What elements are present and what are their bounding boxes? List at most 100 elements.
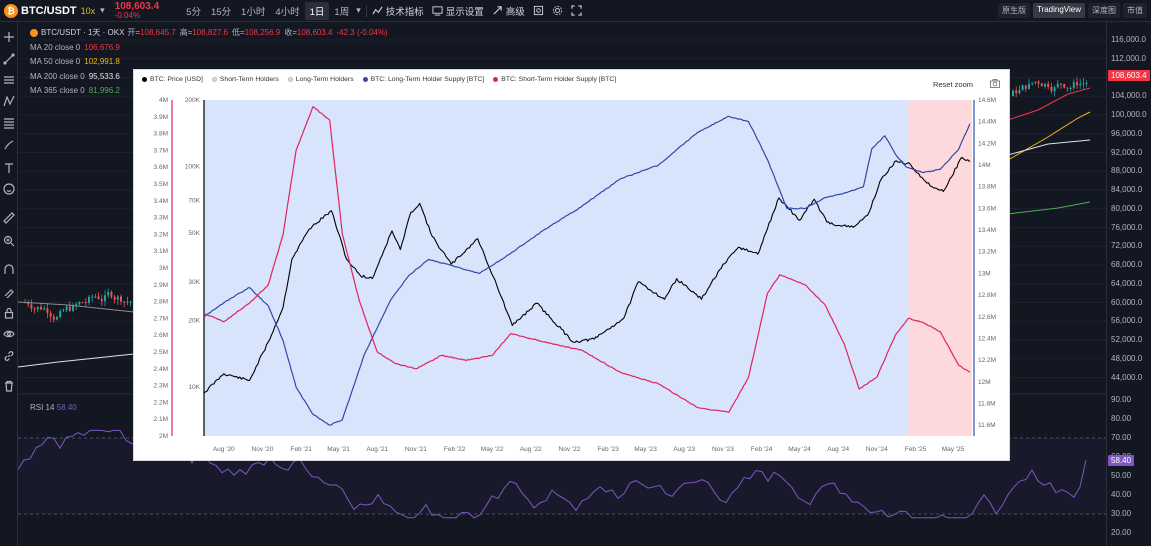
ohlc-values: 开=108,645.7 高=108,827.6 低=108,256.9 收=108,6… bbox=[127, 26, 391, 41]
reset-zoom-button[interactable]: Reset zoom bbox=[932, 80, 973, 89]
screenshot-button[interactable] bbox=[533, 5, 544, 16]
left-axis-tick: 2.4M bbox=[154, 366, 168, 373]
eye-icon[interactable] bbox=[2, 327, 16, 341]
interval-5[interactable]: 1周 bbox=[334, 6, 350, 18]
left-axis-tick: 3.2M bbox=[154, 231, 168, 238]
left-axis-tick: 3M bbox=[159, 265, 168, 272]
candle-body bbox=[123, 301, 126, 303]
right-axis-tick: 13.8M bbox=[978, 184, 996, 191]
overlay-legend: BTC: Price [USD] Short-Term Holders Long-T… bbox=[142, 76, 616, 83]
trendline-tool-icon[interactable] bbox=[2, 52, 16, 66]
brush-tool-icon[interactable] bbox=[2, 138, 16, 152]
display-settings-icon bbox=[432, 6, 443, 16]
candle-body bbox=[49, 312, 52, 317]
view-tab-2[interactable]: 深度图 bbox=[1088, 3, 1120, 18]
x-axis-tick: Aug '21 bbox=[366, 446, 388, 453]
lock-icon[interactable] bbox=[2, 306, 16, 320]
view-tab-1[interactable]: TradingView bbox=[1032, 3, 1085, 18]
right-axis-tick: 14M bbox=[978, 162, 991, 169]
candle-body bbox=[1018, 90, 1021, 94]
left-axis-tick: 2.9M bbox=[154, 282, 168, 289]
current-price-tag: 108,603.4 bbox=[1108, 70, 1150, 81]
leverage-badge: 10x bbox=[80, 5, 96, 16]
trash-icon[interactable] bbox=[2, 379, 16, 393]
legend-swatch-icon bbox=[287, 77, 293, 82]
ohlc-value: 108,827.6 bbox=[192, 28, 228, 37]
ma365-line bbox=[1007, 201, 1091, 215]
candle-body bbox=[1034, 81, 1037, 83]
price-axis-label: 64,000.0 bbox=[1111, 278, 1143, 288]
candle-body bbox=[1053, 87, 1056, 92]
right-axis-tick: 14.2M bbox=[978, 140, 996, 147]
price-axis-label: 44,000.0 bbox=[1111, 372, 1143, 382]
magnet-icon[interactable] bbox=[2, 263, 16, 277]
screenshot-icon bbox=[533, 5, 543, 16]
rsi-axis-label: 80.00 bbox=[1111, 414, 1132, 423]
text-tool-icon[interactable] bbox=[2, 161, 16, 175]
settings-button[interactable] bbox=[552, 5, 563, 16]
overlay-legend-item[interactable]: BTC: Price [USD] bbox=[142, 76, 203, 83]
advanced-button[interactable]: 高级 bbox=[492, 4, 525, 18]
interval-4[interactable]: 1日 bbox=[304, 1, 330, 20]
advanced-icon bbox=[493, 6, 502, 15]
pencil-lock-icon[interactable] bbox=[2, 285, 16, 299]
x-axis-tick: Feb '22 bbox=[444, 446, 466, 453]
link-icon[interactable] bbox=[2, 349, 16, 363]
interval-more-chevron-icon[interactable]: ▾ bbox=[356, 5, 361, 15]
right-axis-tick: 13M bbox=[978, 270, 991, 277]
ma-legend-row[interactable]: MA 50 close 0 102,991.8 bbox=[30, 55, 392, 70]
interval-3[interactable]: 4小时 bbox=[275, 6, 300, 18]
overlay-legend-item[interactable]: Short-Term Holders bbox=[211, 76, 279, 83]
glassnode-chart-overlay: glassnode 4M3.9M3.8M3.7M3.6M3.5M3.4M3.3M… bbox=[134, 70, 1009, 460]
ruler-tool-icon[interactable] bbox=[2, 211, 16, 225]
pitchfork-tool-icon[interactable] bbox=[2, 94, 16, 108]
view-tab-0[interactable]: 原生版 bbox=[997, 3, 1030, 18]
view-switcher: 原生版 TradingView 深度图 市值 bbox=[997, 3, 1147, 18]
legend-swatch-icon bbox=[211, 77, 217, 82]
ma-legend-row[interactable]: MA 365 close 0 81,996.2 bbox=[30, 84, 392, 99]
left-axis-tick: 3.8M bbox=[154, 131, 168, 138]
overlay-legend-item[interactable]: Long-Term Holders bbox=[287, 76, 354, 83]
gear-icon bbox=[552, 5, 562, 16]
series-line-2 bbox=[203, 106, 971, 414]
interval-1[interactable]: 15分 bbox=[210, 6, 232, 18]
x-axis-tick: Aug '22 bbox=[520, 446, 542, 453]
ma-legend-row[interactable]: MA 200 close 0 95,533.6 bbox=[30, 70, 392, 85]
left-axis-tick: 2M bbox=[159, 433, 168, 440]
candle-body bbox=[1024, 85, 1027, 89]
crosshair-tool-icon[interactable] bbox=[2, 30, 16, 44]
candle-body bbox=[40, 306, 42, 310]
camera-icon[interactable] bbox=[990, 79, 1000, 88]
price-axis-label: 96,000.0 bbox=[1111, 128, 1143, 138]
candle-body bbox=[1085, 83, 1088, 85]
horizontal-lines-tool-icon[interactable] bbox=[2, 73, 16, 87]
candle-body bbox=[1044, 83, 1046, 87]
indicators-button[interactable]: 技术指标 bbox=[372, 4, 424, 18]
candle-body bbox=[72, 305, 74, 311]
fib-tool-icon[interactable] bbox=[2, 116, 16, 130]
price-axis-tick: 30K bbox=[188, 279, 200, 286]
interval-0[interactable]: 5分 bbox=[186, 6, 201, 18]
candle-body bbox=[1015, 90, 1018, 94]
view-tab-3[interactable]: 市值 bbox=[1123, 3, 1147, 18]
fullscreen-button[interactable] bbox=[571, 5, 582, 16]
zoom-in-icon[interactable] bbox=[2, 234, 16, 248]
emoji-tool-icon[interactable] bbox=[2, 182, 16, 196]
ma-legend-row[interactable]: MA 20 close 0 106,676.9 bbox=[30, 41, 392, 56]
rsi-axis-label: 40.00 bbox=[1111, 490, 1132, 499]
x-axis-tick: Feb '23 bbox=[597, 446, 619, 453]
right-axis-tick: 13.2M bbox=[978, 249, 996, 256]
interval-2[interactable]: 1小时 bbox=[241, 6, 266, 18]
price-axis[interactable]: 116,000.0112,000.0108,000.0104,000.0100,… bbox=[1106, 22, 1151, 546]
overlay-legend-label: Long-Term Holders bbox=[295, 76, 354, 83]
overlay-legend-item[interactable]: BTC: Short-Term Holder Supply [BTC] bbox=[493, 76, 616, 83]
x-axis-tick: Nov '21 bbox=[405, 446, 427, 453]
candle-body bbox=[94, 296, 97, 298]
candle-body bbox=[1063, 84, 1066, 88]
symbol-selector[interactable]: ₿ BTC/USDT 10x ▾ bbox=[0, 3, 105, 18]
overlay-legend-item[interactable]: BTC: Long-Term Holder Supply [BTC] bbox=[362, 76, 484, 83]
display-settings-button[interactable]: 显示设置 bbox=[432, 4, 484, 18]
price-axis-label: 48,000.0 bbox=[1111, 353, 1143, 363]
price-axis-tick: 70K bbox=[188, 198, 200, 205]
overlay-legend-label: BTC: Short-Term Holder Supply [BTC] bbox=[501, 76, 617, 83]
